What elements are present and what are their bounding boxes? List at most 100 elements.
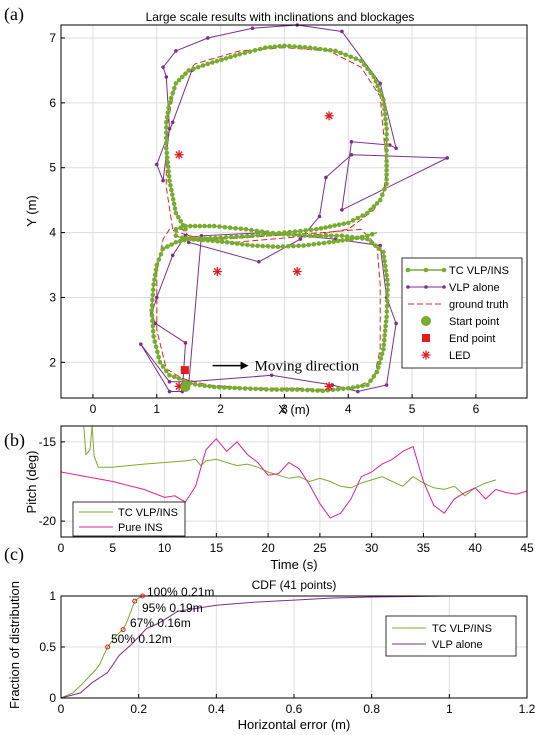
tc-vlp-ins-point <box>247 49 253 54</box>
panel-a-xtick-label: 1 <box>153 402 160 416</box>
tc-vlp-ins-point <box>314 227 319 232</box>
tc-vlp-ins-point <box>164 155 170 160</box>
tc-vlp-ins-point <box>172 206 178 211</box>
tc-vlp-ins-point <box>327 224 333 229</box>
tc-vlp-ins-point <box>178 218 183 224</box>
tc-vlp-ins-point <box>151 282 156 287</box>
panel-a-xtick-label: 3 <box>281 402 288 416</box>
panel-b-xtick-label: 20 <box>261 541 275 555</box>
tc-vlp-ins-point <box>323 225 328 230</box>
tc-vlp-ins-point <box>164 146 169 151</box>
tc-vlp-ins-point <box>234 234 239 240</box>
legend-box <box>385 615 517 657</box>
tc-vlp-ins-point <box>243 227 249 232</box>
tc-vlp-ins-point <box>150 318 155 324</box>
tc-vlp-ins-point <box>219 57 224 63</box>
tc-vlp-ins-point <box>227 225 233 230</box>
panel-c-ytick-label: 0 <box>49 691 56 705</box>
tc-vlp-ins-point <box>311 242 317 247</box>
led-marker-stroke <box>175 382 183 390</box>
tc-vlp-ins-point <box>264 387 269 392</box>
tc-vlp-ins-point <box>341 221 347 227</box>
legend-end-marker <box>422 334 430 342</box>
tc-vlp-ins-point <box>368 70 373 76</box>
tc-vlp-ins-point <box>156 257 162 262</box>
tc-vlp-ins-point <box>219 239 225 245</box>
led-marker-stroke <box>325 382 333 390</box>
panel-b-ytick-label: -20 <box>39 514 57 528</box>
panel-c-xtick-label: 1.2 <box>519 702 535 716</box>
tc-vlp-ins-point <box>284 387 290 392</box>
tc-vlp-ins-point <box>152 339 158 344</box>
tc-vlp-ins-point <box>344 237 350 242</box>
led-marker-stroke <box>175 151 183 159</box>
vlp-alone-point <box>340 208 344 212</box>
tc-vlp-ins-point <box>152 272 158 278</box>
tc-vlp-ins-point <box>375 83 380 89</box>
tc-vlp-ins-point <box>317 46 323 52</box>
tc-vlp-ins-point <box>384 142 389 148</box>
tc-vlp-ins-point <box>377 246 382 252</box>
vlp-alone-point <box>378 243 382 248</box>
tc-vlp-ins-point <box>172 85 177 91</box>
tc-vlp-ins-point <box>373 79 379 84</box>
tc-vlp-ins-point <box>368 207 373 213</box>
tc-vlp-ins-point <box>383 263 388 269</box>
tc-vlp-ins-point <box>242 50 248 56</box>
tc-vlp-ins-point <box>384 153 389 159</box>
vlp-alone-point <box>324 175 328 180</box>
tc-vlp-ins-point <box>238 226 244 232</box>
tc-vlp-ins-point <box>170 192 175 197</box>
tc-vlp-ins-point <box>353 56 359 61</box>
led-marker <box>292 267 302 277</box>
tc-vlp-ins-point <box>358 58 364 63</box>
tc-vlp-ins-point <box>172 374 177 380</box>
tc-vlp-ins-point <box>343 52 349 58</box>
tc-vlp-ins-point <box>383 121 389 127</box>
vlp-alone-point <box>153 321 158 326</box>
tc-vlp-ins-point <box>207 223 212 229</box>
tc-vlp-ins-point <box>178 225 183 230</box>
tc-vlp-ins-point <box>307 45 313 50</box>
tc-vlp-ins-point <box>260 243 266 249</box>
tc-vlp-ins-point <box>167 100 172 106</box>
tc-vlp-ins-point <box>373 243 378 248</box>
tc-vlp-ins-point <box>286 232 292 237</box>
tc-vlp-ins-point <box>379 92 384 98</box>
tc-vlp-ins-point <box>244 233 250 239</box>
tc-vlp-ins-point <box>237 51 242 57</box>
tc-vlp-ins-point <box>255 243 260 249</box>
panel-a-ytick-label: 5 <box>49 161 56 175</box>
vlp-alone-point <box>183 341 188 345</box>
tc-vlp-ins-point <box>318 233 323 239</box>
start-point-marker <box>180 381 191 392</box>
cdf-annotation: 95% 0.19m <box>142 601 203 615</box>
led-marker <box>212 267 222 277</box>
tc-vlp-ins-point <box>340 238 345 243</box>
tc-vlp-ins-point <box>289 387 295 392</box>
tc-vlp-ins-point <box>368 378 373 384</box>
panel-c-title: CDF (41 points) <box>252 578 337 592</box>
tc-vlp-ins-point <box>160 364 166 369</box>
tc-vlp-ins-point <box>385 287 390 293</box>
panel-a-axes-box <box>60 24 528 399</box>
vlp-alone-line <box>140 24 448 393</box>
tc-vlp-ins-point <box>377 360 382 366</box>
tc-vlp-ins-point <box>222 224 228 230</box>
tc-vlp-ins-point <box>280 244 286 249</box>
tc-vlp-ins-point <box>321 240 327 246</box>
tc-vlp-ins-point <box>381 249 386 255</box>
tc-vlp-ins-point <box>150 328 156 334</box>
panel-b-axes-box <box>60 425 528 538</box>
tc-vlp-ins-point <box>374 369 380 375</box>
tc-vlp-ins-point <box>381 97 386 102</box>
panel-a-ytick-label: 4 <box>49 226 56 240</box>
tc-vlp-ins-point <box>232 385 237 391</box>
vlp-alone-point <box>138 342 143 346</box>
tc-vlp-ins-point <box>223 235 229 240</box>
tc-vlp-ins-point <box>232 53 238 58</box>
tc-vlp-ins-point <box>228 234 234 240</box>
tc-vlp-ins-point <box>384 148 389 153</box>
tc-vlp-ins-point <box>302 45 308 50</box>
vlp-alone-point <box>186 240 191 245</box>
